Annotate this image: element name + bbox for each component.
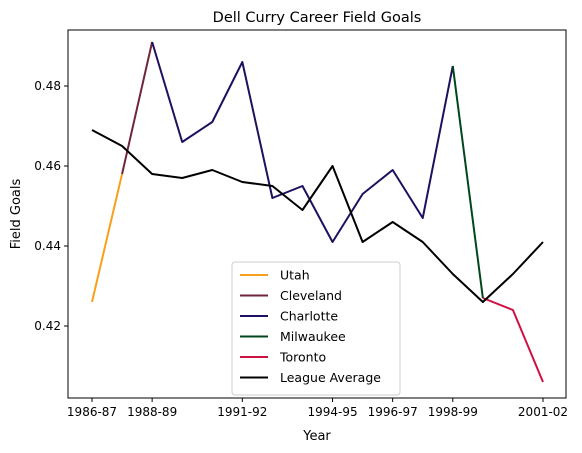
legend-label-utah: Utah	[280, 268, 310, 283]
legend-label-cleveland: Cleveland	[280, 288, 342, 303]
y-tick-label: 0.48	[34, 79, 61, 93]
x-axis-label: Year	[302, 429, 331, 444]
legend-label-milwaukee: Milwaukee	[280, 329, 346, 344]
legend-label-toronto: Toronto	[279, 350, 326, 365]
y-axis: 0.42 0.44 0.46 0.48	[34, 79, 68, 333]
legend: Utah Cleveland Charlotte Milwaukee Toronto Le…	[231, 261, 401, 396]
plot-frame	[67, 29, 567, 399]
series-line-cleveland	[121, 41, 154, 175]
x-axis: 1986-87 1988-89 1991-92 1994-95 1996-97 1998-…	[67, 398, 568, 419]
x-tick-label: 1988-89	[127, 405, 177, 419]
legend-box	[231, 261, 401, 396]
y-tick-label: 0.44	[34, 239, 61, 253]
series-line-milwaukee	[451, 65, 484, 299]
y-tick-label: 0.46	[34, 159, 61, 173]
chart-title: Dell Curry Career Field Goals	[213, 10, 422, 26]
legend-label-charlotte: Charlotte	[280, 309, 338, 324]
y-axis-label: Field Goals	[9, 179, 24, 250]
series-line-utah	[91, 173, 124, 303]
series-lines	[91, 41, 544, 383]
x-tick-label: 2001-02	[518, 405, 568, 419]
series-line-toronto	[482, 297, 544, 383]
series-line-charlotte	[151, 41, 454, 243]
series-line-league-average	[91, 129, 544, 303]
x-tick-label: 1994-95	[307, 405, 357, 419]
legend-label-league-average: League Average	[280, 370, 381, 385]
x-tick-label: 1986-87	[67, 405, 117, 419]
x-tick-label: 1991-92	[217, 405, 267, 419]
y-tick-label: 0.42	[34, 319, 61, 333]
x-tick-label: 1996-97	[368, 405, 418, 419]
x-tick-label: 1998-99	[428, 405, 478, 419]
